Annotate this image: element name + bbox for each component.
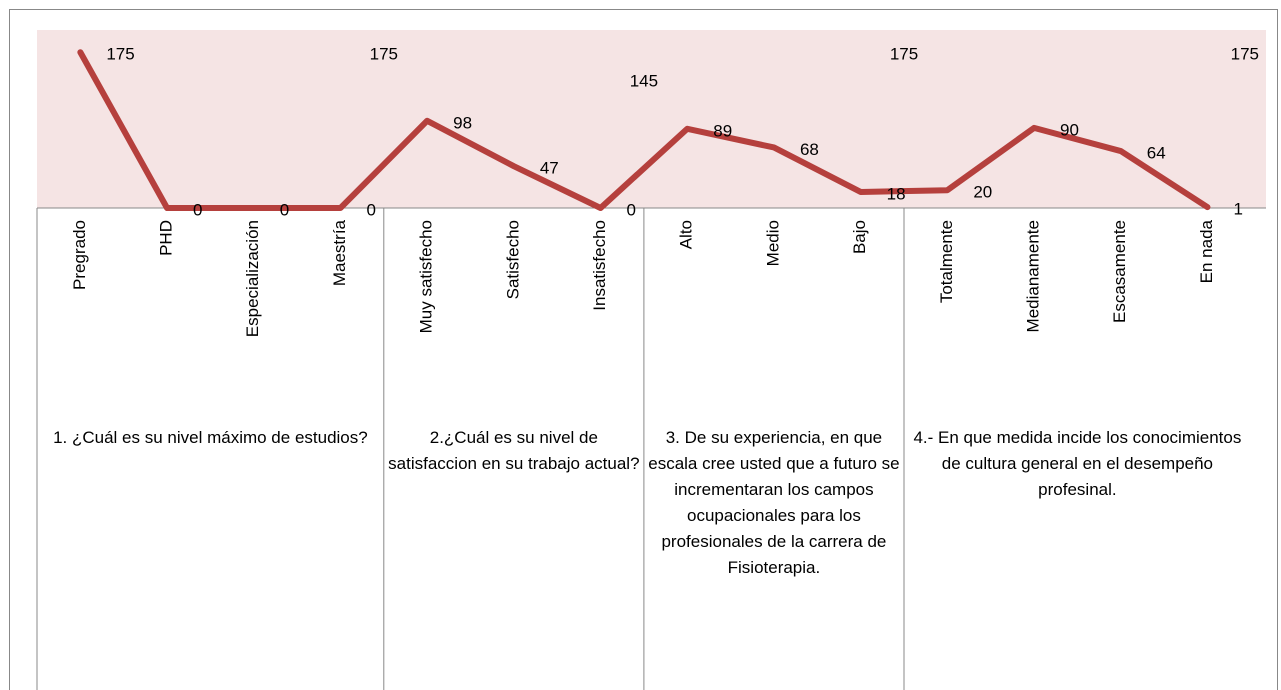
data-label: 89 xyxy=(713,121,732,140)
data-label: 0 xyxy=(366,200,375,219)
data-label: 20 xyxy=(973,183,992,202)
group-total: 175 xyxy=(370,45,398,64)
x-tick-label: Alto xyxy=(677,220,696,249)
x-tick-label: Insatisfecho xyxy=(590,220,609,311)
data-label: 47 xyxy=(540,159,559,178)
group-label: 2.¿Cuál es su nivel de satisfaccion en s… xyxy=(388,428,640,473)
data-line xyxy=(77,49,1211,211)
x-tick-label: Pregrado xyxy=(70,220,89,290)
x-tick-label: PHD xyxy=(157,220,176,256)
x-tick-label: Bajo xyxy=(850,220,869,254)
data-label: 64 xyxy=(1147,144,1166,163)
data-label: 175 xyxy=(106,45,134,64)
data-label: 68 xyxy=(800,140,819,159)
x-tick-label: Maestría xyxy=(330,219,349,286)
x-tick-label: Satisfecho xyxy=(503,220,522,299)
x-tick-label: Especialización xyxy=(243,220,262,337)
group-label: 1. ¿Cuál es su nivel máximo de estudios? xyxy=(53,428,368,447)
x-tick-label: Escasamente xyxy=(1110,220,1129,323)
data-label: 1 xyxy=(1233,200,1242,219)
group-total: 175 xyxy=(890,45,918,64)
data-label: 18 xyxy=(887,184,906,203)
data-label: 0 xyxy=(280,200,289,219)
data-label: 0 xyxy=(627,200,636,219)
x-tick-label: Muy satisfecho xyxy=(417,220,436,333)
x-tick-label: Medianamente xyxy=(1024,220,1043,332)
data-label: 0 xyxy=(193,200,202,219)
group-label: 4.- En que medida incide los conocimient… xyxy=(913,428,1242,499)
plot-background xyxy=(37,30,1266,208)
group-label: 3. De su experiencia, en que escala cree… xyxy=(648,428,900,577)
data-label: 90 xyxy=(1060,120,1079,139)
x-tick-label: Totalmente xyxy=(937,220,956,303)
group-total: 145 xyxy=(630,71,658,90)
group-total: 175 xyxy=(1231,45,1259,64)
chart-frame xyxy=(9,9,1278,690)
data-label: 98 xyxy=(453,113,472,132)
x-tick-label: Medio xyxy=(763,220,782,266)
x-tick-label: En nada xyxy=(1197,219,1216,283)
